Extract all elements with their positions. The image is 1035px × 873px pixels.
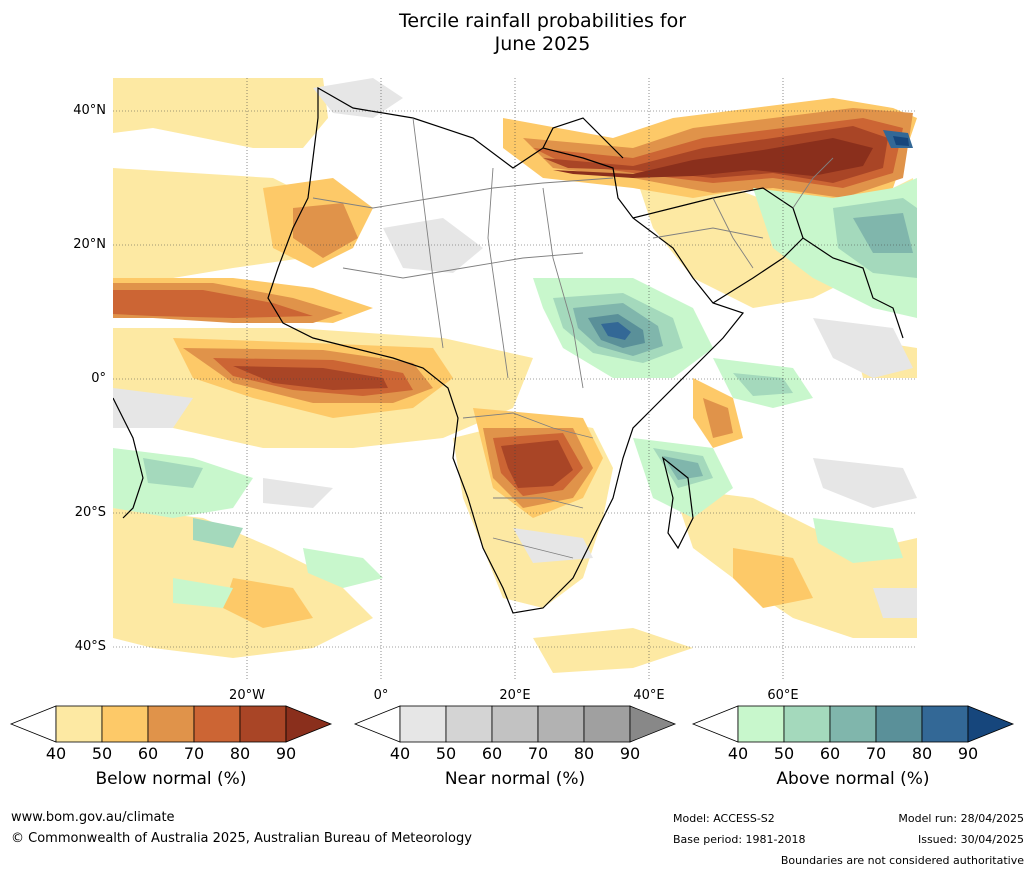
model-name: Model: ACCESS-S2 [673,812,775,825]
colorbar-tick-label: 50 [435,744,457,763]
colorbar-lower-extension [353,705,401,743]
issued-date: Issued: 30/04/2025 [917,833,1024,846]
colorbar-upper-extension [629,705,677,743]
colorbar-bin [783,705,831,743]
colorbar-tick-label: 60 [137,744,159,763]
colorbar-tick-label: 40 [45,744,67,763]
colorbar-bin [399,705,447,743]
near-normal-areas [113,78,917,618]
above-normal-caption: Above normal (%) [776,769,930,789]
colorbar-svg [691,705,1015,743]
colorbar-bin [583,705,631,743]
country-borders [312,117,834,559]
map-canvas [113,78,917,680]
colorbar-tick-label: 40 [727,744,749,763]
colorbar-tick-label: 80 [911,744,933,763]
base-period: Base period: 1981-2018 [673,833,806,846]
colorbar-tick-label: 90 [275,744,297,763]
colorbar-bin [921,705,969,743]
lat-label-40s: 40°S [74,639,106,654]
lon-label-0: 0° [373,688,389,703]
lat-label-20n: 20°N [73,237,106,252]
colorbar-tick-label: 50 [91,744,113,763]
below-normal-caption: Below normal (%) [95,769,247,789]
colorbar-lower-extension [691,705,739,743]
website-link[interactable]: www.bom.gov.au/climate [11,810,175,825]
colorbar-upper-extension [967,705,1015,743]
colorbar-bin [101,705,149,743]
colorbar-bin [193,705,241,743]
lat-label-equator: 0° [91,371,106,386]
lat-label-40n: 40°N [73,103,106,118]
boundaries-disclaimer: Boundaries are not considered authoritat… [780,854,1024,867]
colorbar-tick-label: 70 [527,744,549,763]
colorbar-bin [445,705,493,743]
colorbar-lower-extension [9,705,57,743]
chart-title: Tercile rainfall probabilities for June … [0,10,1035,56]
colorbar-tick-label: 60 [819,744,841,763]
colorbar-bin [875,705,923,743]
colorbar-bin [147,705,195,743]
colorbar-svg [9,705,333,743]
colorbar-tick-label: 50 [773,744,795,763]
below-normal-90-areas [553,138,873,178]
colorbar-tick-label: 70 [183,744,205,763]
colorbar-bin [737,705,785,743]
model-run-date: Model run: 28/04/2025 [898,812,1024,825]
above-normal-90-areas [893,136,909,146]
near-normal-colorbar [353,705,677,743]
colorbar-bin [829,705,877,743]
below-normal-colorbar [9,705,333,743]
above-normal-colorbar [691,705,1015,743]
coastlines [113,86,904,614]
colorbar-bin [239,705,287,743]
lat-label-20s: 20°S [74,505,106,520]
title-line-1: Tercile rainfall probabilities for [398,10,687,32]
colorbar-tick-label: 80 [573,744,595,763]
copyright-text: © Commonwealth of Australia 2025, Austra… [11,831,472,846]
colorbar-tick-label: 70 [865,744,887,763]
colorbar-tick-label: 80 [229,744,251,763]
colorbar-bin [55,705,103,743]
lon-label-60e: 60°E [767,688,799,703]
title-line-2: June 2025 [494,33,591,55]
colorbar-tick-label: 90 [957,744,979,763]
probability-map [113,78,917,680]
colorbar-tick-label: 60 [481,744,503,763]
colorbar-bin [537,705,585,743]
colorbar-upper-extension [285,705,333,743]
lon-label-40e: 40°E [633,688,665,703]
colorbar-bin [491,705,539,743]
colorbar-tick-label: 90 [619,744,641,763]
graticule [113,78,917,680]
lon-label-20w: 20°W [229,688,265,703]
lon-label-20e: 20°E [499,688,531,703]
colorbar-svg [353,705,677,743]
near-normal-caption: Near normal (%) [444,769,586,789]
colorbar-tick-label: 40 [389,744,411,763]
